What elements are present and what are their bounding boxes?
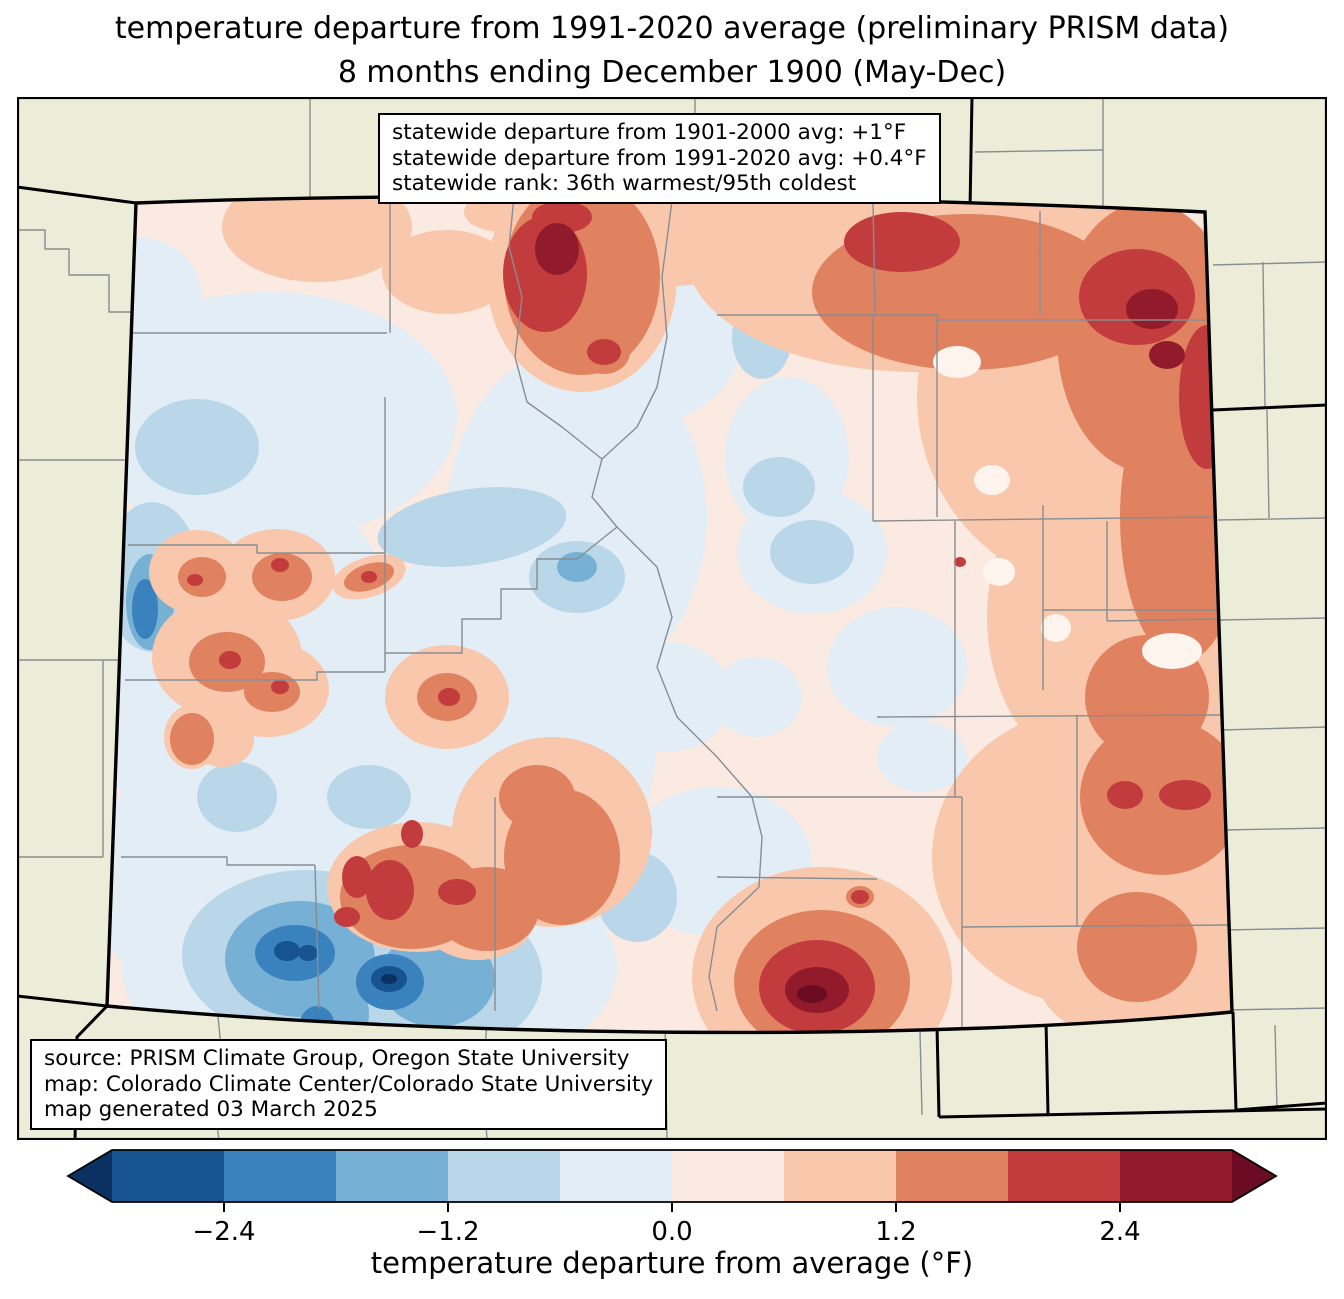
colorbar-segment xyxy=(896,1150,1009,1202)
generated-date-line: map generated 03 March 2025 xyxy=(44,1097,378,1122)
statewide-stats-box: statewide departure from 1901-2000 avg: … xyxy=(378,113,941,204)
stats-line-1991-2020: statewide departure from 1991-2020 avg: … xyxy=(392,145,927,171)
axes-frame xyxy=(17,97,1327,1140)
colorbar-segment xyxy=(1008,1150,1121,1202)
map-title-line1: temperature departure from 1991-2020 ave… xyxy=(114,11,1230,46)
stats-line-1901-2000: statewide departure from 1901-2000 avg: … xyxy=(392,120,907,145)
anomaly-blob-extreme-cold xyxy=(381,974,397,984)
map-title-line2: 8 months ending December 1900 (May-Dec) xyxy=(337,55,1007,90)
colorbar-segment xyxy=(672,1150,785,1202)
colorbar-outline xyxy=(66,1149,1278,1203)
colorbar-tick-label: −2.4 xyxy=(192,1217,255,1247)
colorbar-segment xyxy=(1120,1150,1233,1202)
source-credit-box: source: PRISM Climate Group, Oregon Stat… xyxy=(30,1039,668,1130)
colorbar-axis-label: temperature departure from average (°F) xyxy=(370,1246,974,1280)
anomaly-blob-extreme-hot xyxy=(797,985,827,1003)
source-line: source: PRISM Climate Group, Oregon Stat… xyxy=(44,1046,630,1071)
colorado-county-lines xyxy=(121,196,1230,1027)
colorbar-over-arrow xyxy=(1232,1150,1276,1202)
colorbar-segment xyxy=(112,1150,225,1202)
map-credit-line: map: Colorado Climate Center/Colorado St… xyxy=(44,1071,654,1097)
colorado-anomaly-map xyxy=(17,97,1327,1140)
colorbar-segment xyxy=(224,1150,337,1202)
stats-line-rank: statewide rank: 36th warmest/95th coldes… xyxy=(392,171,857,196)
colorbar-tick-label: −1.2 xyxy=(416,1217,479,1247)
colorbar-segment xyxy=(560,1150,673,1202)
colorbar-segment xyxy=(448,1150,561,1202)
colorbar-segment xyxy=(784,1150,897,1202)
colorbar-tick-label: 0.0 xyxy=(651,1217,692,1247)
colorbar-tick-label: 2.4 xyxy=(1099,1217,1140,1247)
colorbar-under-arrow xyxy=(68,1150,112,1202)
colorbar: −2.4 −1.2 0.0 1.2 2.4 xyxy=(66,1149,1278,1247)
colorbar-tick-label: 1.2 xyxy=(875,1217,916,1247)
colorbar-segment xyxy=(336,1150,449,1202)
neighbor-state-borders xyxy=(17,97,1327,1140)
anomaly-near-zero-spots xyxy=(933,346,1202,669)
